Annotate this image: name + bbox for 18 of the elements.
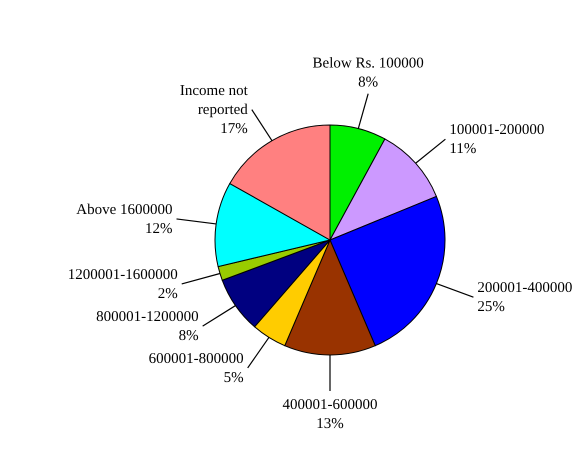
slice-label: 200001-400000 (477, 280, 572, 296)
data-label: 12% (145, 220, 173, 237)
data-label: 25% (477, 299, 505, 316)
slice-label: 800001-1200000 (96, 309, 199, 326)
slice-label: 1200001-1600000 (68, 266, 178, 283)
slice-label: 600001-800000 (148, 350, 244, 367)
slice-label: Below Rs. 100000 (312, 56, 424, 72)
data-label: 13% (316, 416, 344, 432)
data-label: 8% (358, 74, 378, 91)
slice-label: 100001-200000 (449, 122, 544, 138)
data-label: 11% (449, 141, 476, 158)
data-label: 2% (158, 286, 178, 302)
data-label: 5% (224, 370, 244, 386)
data-label: 17% (220, 121, 248, 138)
slice-label: Income not reported (180, 83, 249, 118)
data-label: 8% (178, 328, 199, 344)
slice-label: 400001-600000 (282, 397, 378, 413)
slice-label: Above 1600000 (76, 202, 173, 218)
